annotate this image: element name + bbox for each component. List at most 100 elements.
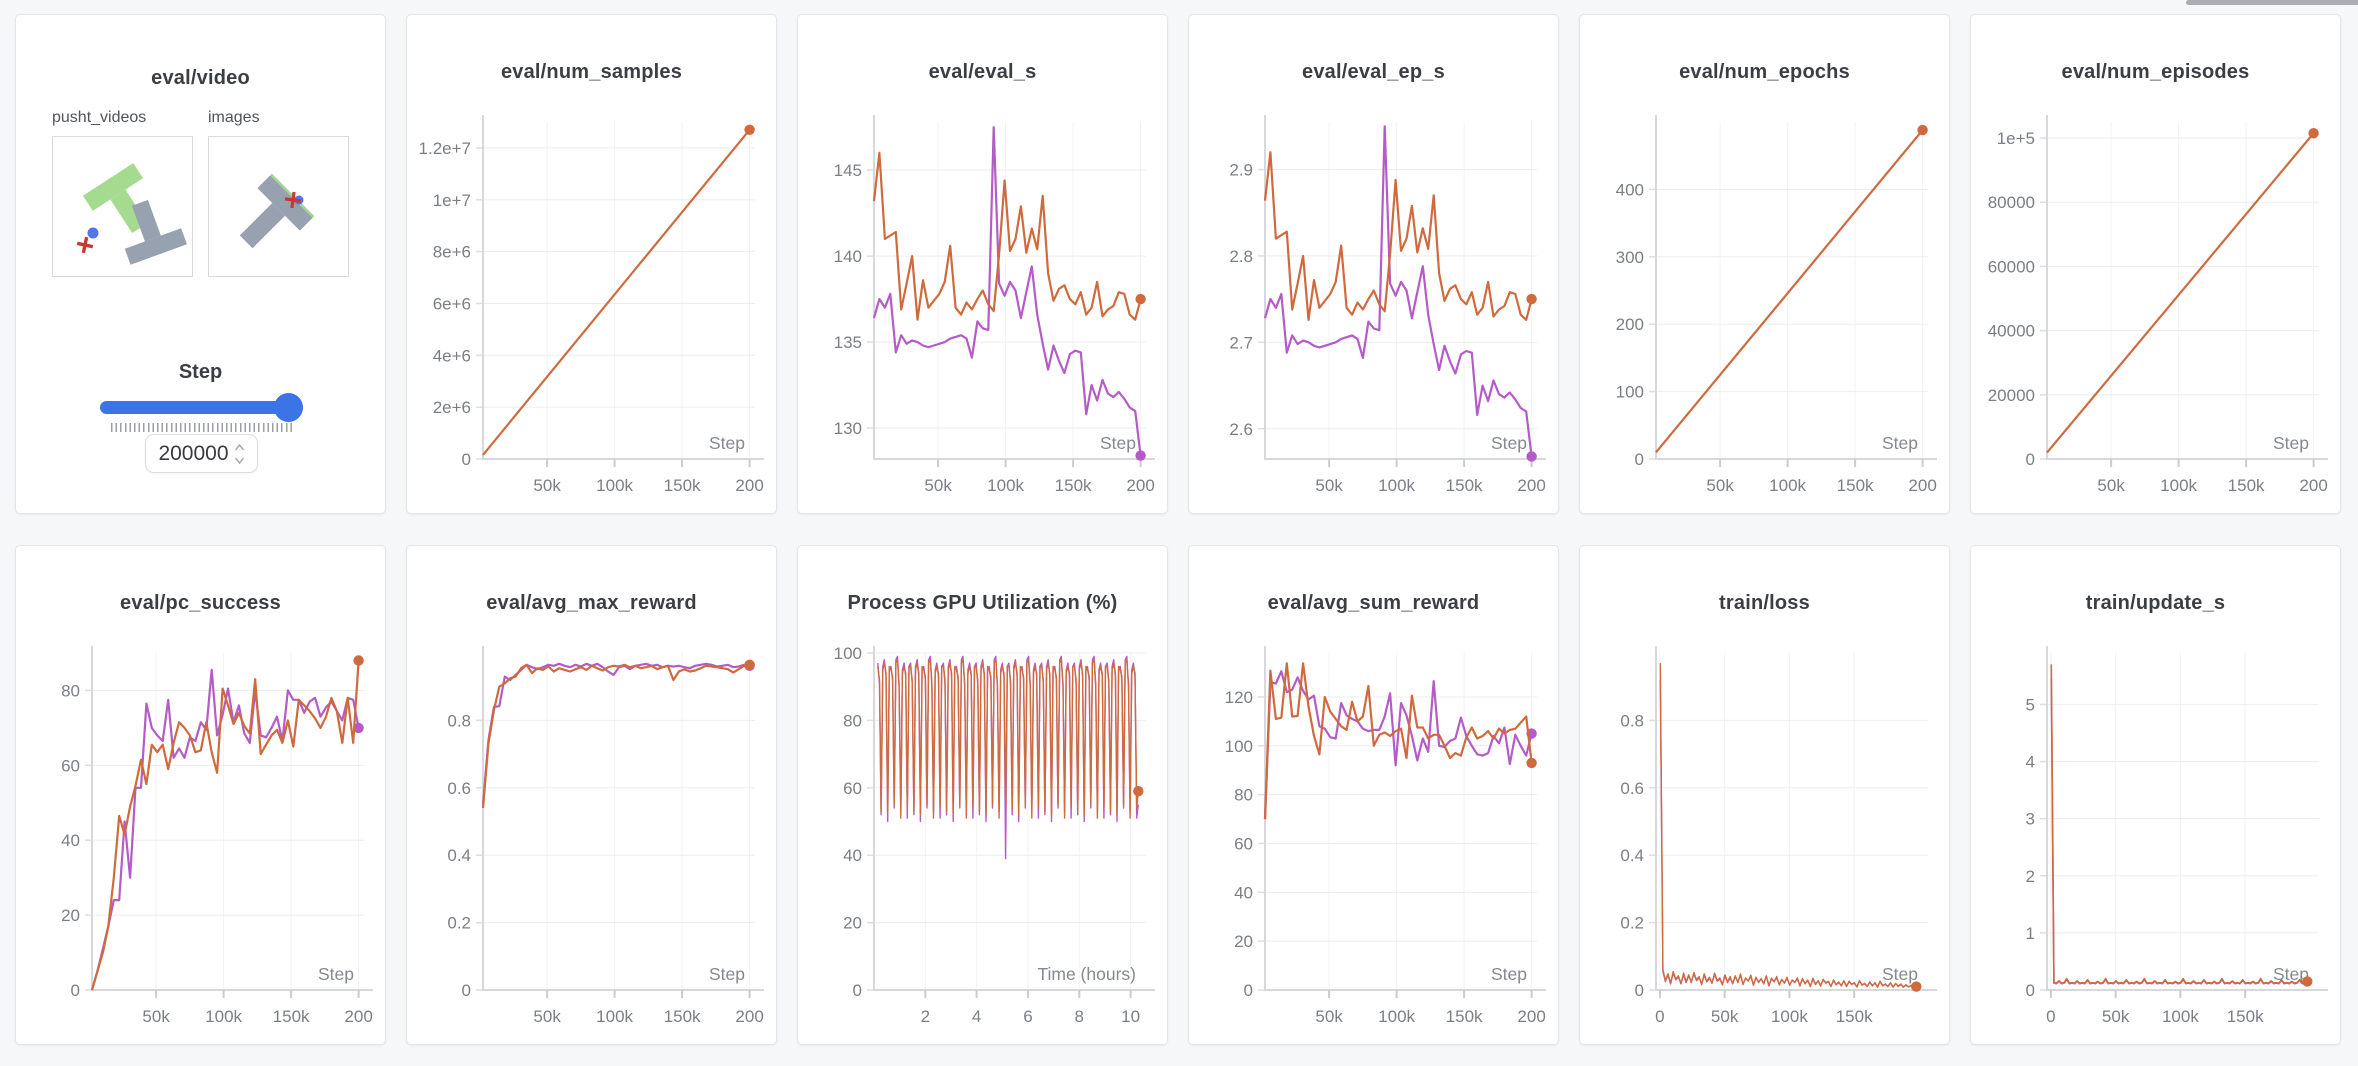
horizontal-scrollbar[interactable] <box>2186 0 2358 5</box>
svg-text:140: 140 <box>834 247 862 266</box>
svg-text:50k: 50k <box>533 476 561 495</box>
svg-text:200: 200 <box>1908 476 1936 495</box>
chart-title: eval/eval_s <box>928 61 1037 83</box>
svg-text:Step: Step <box>1882 433 1918 453</box>
chart-title: eval/num_samples <box>500 61 683 83</box>
svg-text:Step: Step <box>709 433 745 453</box>
chart-title: eval/num_episodes <box>2061 61 2250 83</box>
svg-text:135: 135 <box>834 333 862 352</box>
step-slider-handle[interactable] <box>274 393 303 422</box>
svg-text:100: 100 <box>1616 383 1644 402</box>
svg-text:1.2e+7: 1.2e+7 <box>419 139 471 158</box>
target-cross-icon <box>284 191 302 209</box>
line-chart[interactable]: 0 0.2 0.4 0.6 0.8 50k 100k 150k 200 Step <box>407 638 776 1030</box>
line-chart[interactable]: 0 1 2 3 4 5 0 50k 100k 150k Step <box>1971 638 2340 1030</box>
svg-text:80: 80 <box>1234 786 1253 805</box>
svg-text:80: 80 <box>61 681 80 700</box>
svg-text:60000: 60000 <box>1988 257 2035 276</box>
svg-text:0: 0 <box>462 450 471 469</box>
svg-text:2.6: 2.6 <box>1229 420 1253 439</box>
panel-gpu-utilization: Process GPU Utilization (%) 0 20 40 60 80 100… <box>797 545 1168 1045</box>
svg-text:100k: 100k <box>2162 1007 2199 1026</box>
svg-text:60: 60 <box>843 779 862 798</box>
svg-text:100k: 100k <box>596 1007 633 1026</box>
svg-text:200: 200 <box>1616 315 1644 334</box>
svg-text:1: 1 <box>2026 924 2035 943</box>
svg-text:120: 120 <box>1225 688 1253 707</box>
svg-text:50k: 50k <box>1706 476 1734 495</box>
line-chart[interactable]: 0 100 200 300 400 50k 100k 150k 200 Step <box>1580 107 1949 499</box>
svg-text:2: 2 <box>921 1007 930 1026</box>
svg-text:400: 400 <box>1616 180 1644 199</box>
line-chart[interactable]: 130 135 140 145 50k 100k 150k 200 Step <box>798 107 1167 499</box>
chart-title: eval/num_epochs <box>1679 61 1850 83</box>
agent-dot <box>87 227 99 239</box>
stepper-icon[interactable] <box>234 442 245 466</box>
svg-text:4e+6: 4e+6 <box>433 346 471 365</box>
svg-text:0: 0 <box>853 981 862 1000</box>
svg-text:200: 200 <box>2299 476 2327 495</box>
panel-eval-num-epochs: eval/num_epochs 0 100 200 300 400 50k 100k 150k… <box>1579 14 1950 514</box>
step-slider-label: Step <box>178 361 223 383</box>
panel-eval-eval-s: eval/eval_s 130 135 140 145 50k 100k 150k 200 St… <box>797 14 1168 514</box>
step-input-value[interactable]: 200000 <box>158 441 229 465</box>
images-frame <box>239 173 315 249</box>
panel-eval-avg-sum-reward: eval/avg_sum_reward 0 20 40 60 80 100 120 50k 10… <box>1188 545 1559 1045</box>
svg-text:Step: Step <box>1491 964 1527 984</box>
svg-text:50k: 50k <box>2097 476 2125 495</box>
svg-text:300: 300 <box>1616 248 1644 267</box>
svg-text:100k: 100k <box>1769 476 1806 495</box>
step-slider-track[interactable] <box>100 401 303 414</box>
svg-text:150k: 150k <box>1836 1007 1873 1026</box>
svg-text:20: 20 <box>843 914 862 933</box>
panel-train-loss: train/loss 0 0.2 0.4 0.6 0.8 0 50k 100k 150k Step <box>1579 545 1950 1045</box>
svg-text:150k: 150k <box>664 476 701 495</box>
svg-text:150k: 150k <box>1055 476 1092 495</box>
svg-text:0.2: 0.2 <box>1620 914 1644 933</box>
svg-text:0: 0 <box>1244 981 1253 1000</box>
svg-text:100k: 100k <box>205 1007 242 1026</box>
line-chart[interactable]: 0 20 40 60 80 100 2 4 6 8 10 Time (hours) <box>798 638 1167 1030</box>
chart-title: train/update_s <box>2085 592 2226 614</box>
step-input[interactable]: 200000 <box>145 434 258 473</box>
svg-text:Step: Step <box>1100 433 1136 453</box>
svg-text:4: 4 <box>972 1007 981 1026</box>
svg-text:Step: Step <box>318 964 354 984</box>
svg-text:80000: 80000 <box>1988 193 2035 212</box>
line-chart[interactable]: 0 2e+6 4e+6 6e+6 8e+6 1e+7 1.2e+7 50k 100k 150k 20… <box>407 107 776 499</box>
svg-text:40: 40 <box>61 831 80 850</box>
svg-text:20000: 20000 <box>1988 386 2035 405</box>
svg-text:100k: 100k <box>596 476 633 495</box>
svg-text:200: 200 <box>735 1007 763 1026</box>
svg-text:100k: 100k <box>1771 1007 1808 1026</box>
svg-text:150k: 150k <box>664 1007 701 1026</box>
svg-text:40: 40 <box>1234 883 1253 902</box>
svg-text:100k: 100k <box>987 476 1024 495</box>
svg-text:0.8: 0.8 <box>1620 711 1644 730</box>
svg-text:50k: 50k <box>1315 476 1343 495</box>
chart-title: Process GPU Utilization (%) <box>847 592 1118 614</box>
line-chart[interactable]: 0 20 40 60 80 50k 100k 150k 200 Step <box>16 638 385 1030</box>
svg-text:50k: 50k <box>533 1007 561 1026</box>
svg-text:150k: 150k <box>2228 476 2265 495</box>
svg-text:0: 0 <box>1635 450 1644 469</box>
svg-text:150k: 150k <box>2227 1007 2264 1026</box>
line-chart[interactable]: 0 20000 40000 60000 80000 1e+5 50k 100k 150k 200 S… <box>1971 107 2340 499</box>
svg-text:200: 200 <box>1126 476 1154 495</box>
video-thumbnail-pusht[interactable] <box>52 136 193 277</box>
line-chart[interactable]: 0 20 40 60 80 100 120 50k 100k 150k 200 Step <box>1189 638 1558 1030</box>
svg-text:6e+6: 6e+6 <box>433 294 471 313</box>
line-chart[interactable]: 2.6 2.7 2.8 2.9 50k 100k 150k 200 Step <box>1189 107 1558 499</box>
line-chart[interactable]: 0 0.2 0.4 0.6 0.8 0 50k 100k 150k Step <box>1580 638 1949 1030</box>
svg-text:150k: 150k <box>1446 1007 1483 1026</box>
svg-text:5: 5 <box>2026 695 2035 714</box>
svg-text:4: 4 <box>2026 753 2035 772</box>
svg-text:100: 100 <box>834 644 862 663</box>
image-thumbnail[interactable] <box>208 136 349 277</box>
svg-text:0: 0 <box>71 981 80 1000</box>
svg-text:Step: Step <box>1491 433 1527 453</box>
svg-text:10: 10 <box>1121 1007 1140 1026</box>
chart-title: eval/avg_sum_reward <box>1267 592 1480 614</box>
svg-text:2.7: 2.7 <box>1229 333 1253 352</box>
